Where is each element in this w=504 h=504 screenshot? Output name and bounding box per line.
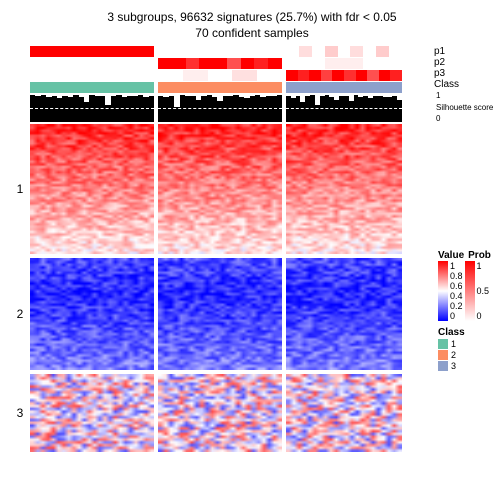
legend-title-prob: Prob [468, 250, 491, 261]
sil-label: Silhouette score [436, 103, 493, 112]
anno-label: Class [434, 79, 494, 90]
chart-subtitle: 70 confident samples [10, 26, 494, 40]
anno-label: p2 [434, 57, 494, 68]
legends: Value Prob 10.80.60.40.20 10.50 Class 12… [438, 250, 498, 371]
class-legend-item: 3 [438, 360, 498, 371]
class-legend-item: 2 [438, 349, 498, 360]
legend-title-value: Value [438, 250, 464, 261]
row-group-label: 1 [17, 124, 24, 254]
anno-label: p1 [434, 46, 494, 57]
row-group-label: 2 [17, 258, 24, 370]
colorbar-value [438, 261, 448, 321]
chart-title: 3 subgroups, 96632 signatures (25.7%) wi… [10, 10, 494, 24]
sil-tick: 1 [436, 91, 440, 100]
colorbar-prob [465, 261, 475, 321]
annotation-tracks [30, 46, 434, 94]
sil-tick: 0 [436, 114, 440, 123]
class-legend-item: 1 [438, 338, 498, 349]
legend-title-class: Class [438, 327, 498, 338]
row-group-label: 3 [17, 374, 24, 452]
anno-label: p3 [434, 68, 494, 79]
